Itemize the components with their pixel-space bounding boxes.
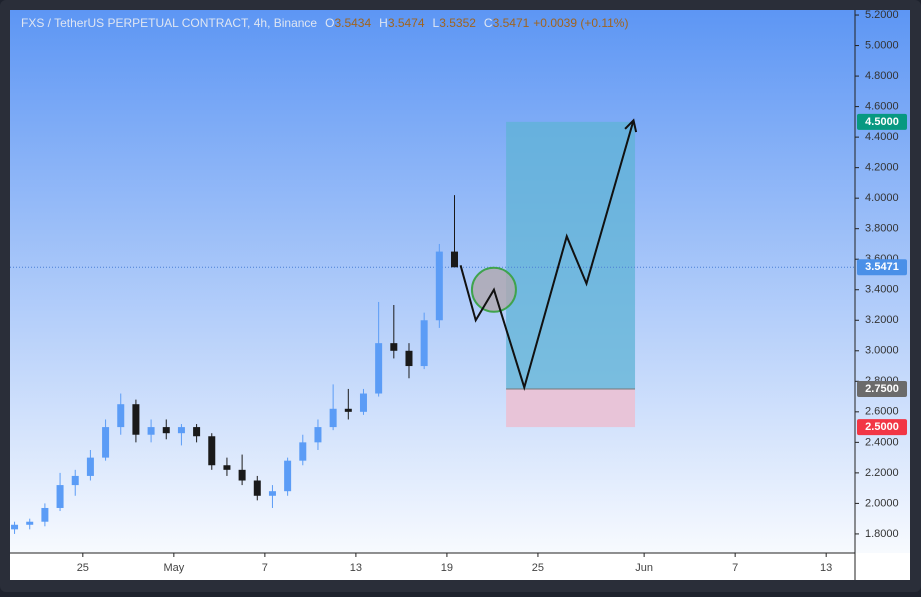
loss-zone: [506, 388, 636, 428]
y-tick-label: 4.2000: [865, 162, 899, 174]
ohlc-key: C: [484, 16, 493, 30]
candle-body: [147, 427, 155, 435]
y-tick-label: 3.0000: [865, 345, 899, 357]
x-tick-label: 7: [732, 562, 738, 574]
ohlc-key: O: [325, 16, 334, 30]
price-label-bg: [857, 380, 907, 397]
arrow-head: [624, 118, 638, 133]
price-label: 2.5000: [865, 421, 899, 433]
candle-body: [117, 404, 125, 428]
candle-body: [284, 460, 292, 492]
price-label-bg: [857, 259, 907, 276]
x-tick-label: May: [163, 562, 184, 574]
candle-body: [435, 251, 443, 321]
y-tick-label: 2.2000: [865, 467, 899, 479]
candle-body: [375, 343, 383, 394]
candle-body: [26, 521, 34, 525]
y-tick-label: 3.2000: [865, 314, 899, 326]
chart-background: [10, 10, 910, 580]
projection-path: [459, 120, 635, 391]
y-tick-label: 2.0000: [865, 497, 899, 509]
candle-body: [208, 436, 216, 466]
y-tick-label: 5.2000: [865, 9, 899, 21]
price-label: 3.5471: [865, 261, 899, 273]
y-tick-label: 4.8000: [865, 70, 899, 82]
symbol: FXS / TetherUS PERPETUAL CONTRACT, 4h, B…: [21, 16, 317, 30]
y-tick-label: 2.6000: [865, 406, 899, 418]
ohlc-value: 3.5474: [388, 16, 425, 30]
candle-body: [390, 343, 398, 351]
price-label-bg: [857, 419, 907, 436]
x-tick-label: 13: [350, 562, 362, 574]
ohlc-value: 3.5434: [334, 16, 371, 30]
header: FXS / TetherUS PERPETUAL CONTRACT, 4h, B…: [21, 16, 628, 30]
candle-body: [86, 457, 94, 476]
candle-body: [71, 475, 79, 486]
ohlc-key: L: [433, 16, 440, 30]
y-tick-label: 5.0000: [865, 39, 899, 51]
candle-body: [193, 427, 201, 437]
x-tick-label: 13: [820, 562, 832, 574]
y-tick-label: 4.6000: [865, 101, 899, 113]
candle-body: [450, 251, 458, 268]
candle-body: [253, 480, 261, 496]
x-tick-label: 7: [262, 562, 268, 574]
x-tick-label: 25: [532, 562, 544, 574]
y-tick-label: 3.4000: [865, 284, 899, 296]
x-tick-label: 25: [77, 562, 89, 574]
y-tick-label: 2.4000: [865, 436, 899, 448]
y-tick-label: 4.0000: [865, 192, 899, 204]
x-tick-label: 19: [441, 562, 453, 574]
ohlc-value: 3.5471: [493, 16, 530, 30]
candle-body: [177, 427, 185, 434]
candle-body: [299, 442, 307, 461]
candle-body: [11, 524, 19, 530]
y-tick-label: 1.8000: [865, 528, 899, 540]
candle-body: [314, 427, 322, 443]
ohlc-value: 3.5352: [439, 16, 476, 30]
candle-body: [359, 393, 367, 412]
candle-body: [56, 485, 64, 508]
candle-body: [268, 491, 276, 496]
plot: [10, 118, 855, 534]
candle-body: [420, 320, 428, 367]
x-tick-label: Jun: [635, 562, 653, 574]
price-label: 2.7500: [865, 383, 899, 395]
price-label: 4.5000: [865, 116, 899, 128]
candle-body: [162, 427, 170, 434]
candle-body: [405, 350, 413, 367]
candle-body: [238, 469, 246, 481]
candle-body: [223, 465, 231, 470]
change: +0.0039 (+0.11%): [533, 16, 628, 30]
y-tick-label: 3.8000: [865, 223, 899, 235]
price-label-bg: [857, 113, 907, 130]
candle-body: [102, 427, 110, 458]
profit-zone: [506, 121, 636, 389]
candle-body: [344, 408, 352, 412]
y-tick-label: 4.4000: [865, 131, 899, 143]
candle-body: [132, 404, 140, 435]
ohlc-key: H: [379, 16, 388, 30]
time-axis-bg: [10, 553, 910, 580]
candle-body: [41, 507, 49, 522]
candle-body: [329, 408, 337, 428]
